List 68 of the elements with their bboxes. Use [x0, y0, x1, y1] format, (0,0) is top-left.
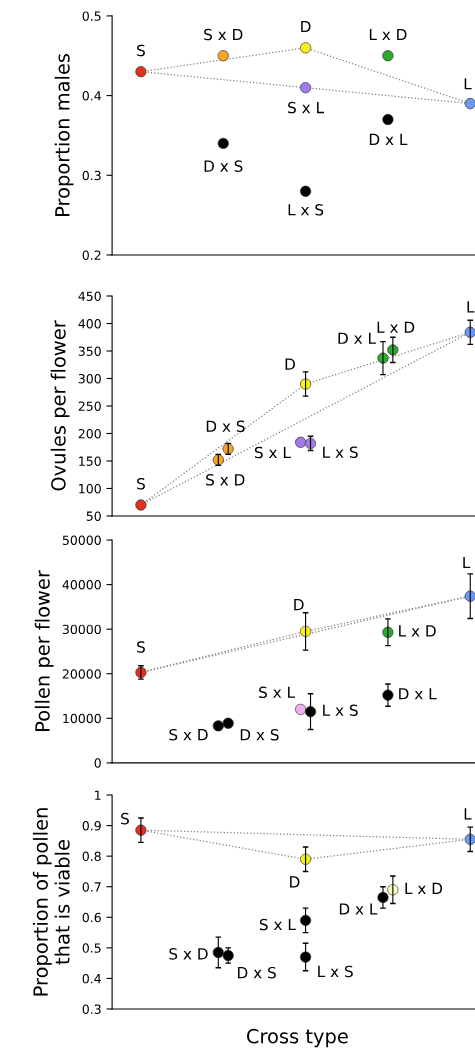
series-label: S x D: [206, 474, 245, 486]
y-tick-label: 0: [94, 758, 101, 768]
y-tick-label: 0.7: [82, 882, 101, 892]
y-tick-label: 0.6: [82, 912, 101, 923]
y-tick-label: 40000: [62, 580, 101, 590]
y-tick-label: 200: [78, 428, 101, 439]
y-tick-label: 50000: [62, 535, 101, 545]
series-label: S x L: [254, 446, 291, 459]
x-axis-title: Cross type: [246, 1028, 348, 1048]
series-label: D x S: [206, 420, 245, 433]
series-label: D: [294, 599, 304, 611]
y-tick-label: 150: [79, 456, 101, 466]
y-tick-label: 0.5: [82, 11, 101, 21]
series-label: D: [285, 358, 295, 370]
series-label: D: [290, 876, 300, 888]
series-label: D x L: [339, 903, 378, 915]
series-label: L x D: [377, 321, 415, 333]
y-tick-label: 0.8: [82, 851, 101, 862]
y-tick-label: 0.9: [82, 821, 101, 831]
series-label: L: [464, 78, 472, 90]
y-axis-title: Ovules per flower: [50, 320, 70, 491]
y-tick-label: 0.3: [82, 1004, 101, 1014]
series-label: S x D: [169, 728, 208, 741]
series-label: L x D: [399, 625, 436, 637]
y-tick-label: 0.4: [82, 91, 101, 101]
series-label: D x S: [240, 729, 279, 741]
series-label: L x S: [288, 203, 324, 216]
y-tick-label: 350: [78, 346, 101, 356]
series-label: D x L: [399, 688, 437, 700]
series-label: S x D: [204, 28, 243, 41]
series-label: L: [463, 556, 471, 569]
y-tick-label: 20000: [62, 669, 101, 679]
y-tick-label: 300: [78, 373, 101, 384]
y-tick-label: 450: [78, 291, 101, 301]
series-label: S x L: [259, 918, 296, 931]
series-label: S: [137, 477, 145, 490]
y-tick-label: 0.3: [82, 170, 101, 181]
series-label: L x S: [318, 965, 353, 978]
series-label: S x L: [288, 101, 324, 114]
series-label: D x L: [338, 332, 376, 344]
y-tick-label: 30000: [62, 624, 101, 635]
series-label: D x S: [204, 160, 243, 172]
series-label: L: [467, 301, 475, 313]
y-axis-title: Pollen per flower: [34, 570, 54, 731]
y-tick-label: 0.4: [82, 973, 101, 984]
y-tick-label: 400: [78, 318, 101, 329]
y-tick-label: 1: [95, 790, 101, 800]
y-tick-label: 250: [78, 401, 101, 411]
y-tick-label: 0.2: [82, 250, 101, 260]
series-label: D x S: [238, 966, 276, 979]
series-label: L x S: [323, 704, 358, 717]
series-label: S: [137, 641, 145, 653]
y-axis-title: Proportion males: [54, 53, 74, 216]
series-label: D x L: [369, 133, 408, 145]
series-label: S x L: [259, 686, 295, 699]
y-tick-label: 100: [79, 483, 101, 494]
series-label: L: [464, 808, 472, 820]
series-label: L x D: [405, 882, 443, 894]
series-label: L x S: [323, 446, 358, 458]
series-label: S: [121, 812, 129, 825]
y-tick-label: 10000: [63, 713, 101, 724]
y-tick-label: 0.5: [82, 943, 101, 953]
y-axis-title: Proportion of pollen that is viable: [32, 808, 70, 996]
series-label: D: [301, 20, 311, 33]
series-label: S x D: [169, 948, 208, 960]
series-label: L x D: [369, 28, 407, 41]
series-label: S: [137, 44, 145, 57]
y-tick-label: 50: [86, 511, 101, 521]
